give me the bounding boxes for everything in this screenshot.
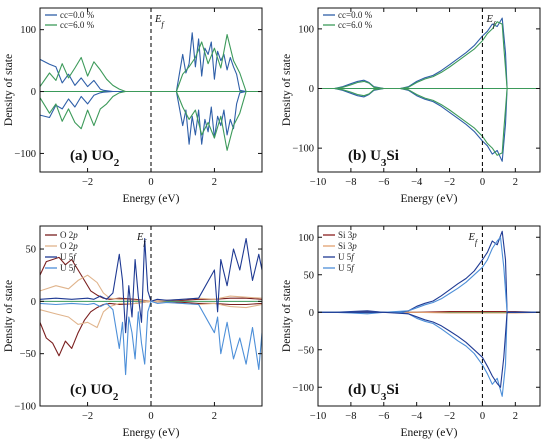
- series-line-5: [40, 300, 262, 376]
- x-axis-title: Energy (eV): [401, 427, 458, 439]
- legend-item: cc=6.0 %: [60, 20, 95, 30]
- panel-label: (b) U3Si: [348, 148, 399, 169]
- fermi-label: Ef: [485, 14, 496, 29]
- x-axis-title: Energy (eV): [123, 427, 180, 439]
- legend-item: O 2p: [60, 230, 78, 240]
- panel-label: (c) UO2: [70, 382, 119, 403]
- series-line-3: [318, 87, 540, 156]
- y-axis-title: Density of state: [281, 54, 293, 126]
- series-line-4: [40, 238, 262, 334]
- x-tick-label: 0: [480, 411, 485, 422]
- x-tick-label: 0: [148, 411, 153, 422]
- y-tick-label: 0: [31, 297, 36, 308]
- panel-b: Ef −10 −8 −6 −4 −2 0 2 −100 0 100 Energy (eV) Densit…: [281, 7, 541, 205]
- y-tick-label: −50: [298, 345, 314, 356]
- legend-item: Si 3p: [338, 230, 357, 240]
- legend-item: cc=0.0 %: [338, 10, 373, 20]
- x-tick-label: −4: [411, 411, 423, 422]
- x-tick-label: −2: [444, 411, 455, 422]
- x-tick-label: −8: [345, 177, 356, 188]
- x-tick-label: −10: [310, 177, 326, 188]
- x-tick-label: −6: [378, 177, 389, 188]
- y-tick-label: 50: [304, 270, 315, 281]
- fermi-label: Ef: [136, 232, 147, 247]
- plot-frame: [317, 225, 541, 407]
- series-group: [40, 238, 262, 376]
- y-axis-title: Density of state: [281, 280, 293, 352]
- y-tick-label: 0: [309, 308, 314, 319]
- y-axis-title: Density of state: [3, 280, 15, 352]
- x-tick-label: −8: [345, 411, 356, 422]
- legend: cc=0.0 %cc=6.0 %: [45, 10, 95, 30]
- x-tick-label: 2: [513, 411, 518, 422]
- legend-item: U 5f: [338, 252, 355, 262]
- series-line-1: [318, 87, 540, 162]
- y-tick-label: 0: [31, 87, 36, 98]
- y-tick-label: 100: [20, 25, 36, 36]
- series-group: [318, 230, 540, 397]
- x-tick-label: −2: [82, 411, 93, 422]
- x-tick-label: −2: [82, 177, 93, 188]
- x-tick-label: 2: [513, 177, 518, 188]
- y-tick-label: −100: [292, 144, 314, 155]
- legend: O 2pO 2pU 5fU 5f: [45, 230, 78, 273]
- x-tick-label: 0: [480, 177, 485, 188]
- series-group: [40, 32, 262, 151]
- series-line-3: [40, 90, 262, 151]
- legend: cc=0.0 %cc=6.0 %: [323, 10, 373, 30]
- y-tick-label: −100: [14, 402, 36, 413]
- legend-item: cc=6.0 %: [338, 20, 373, 30]
- panel-label: (d) U3Si: [348, 382, 399, 403]
- x-axis-title: Energy (eV): [123, 193, 180, 205]
- x-tick-label: −6: [378, 411, 389, 422]
- legend-item: Si 3p: [338, 241, 357, 251]
- x-tick-label: −2: [444, 177, 455, 188]
- panel-label: (a) UO2: [70, 148, 120, 169]
- y-tick-label: 50: [26, 245, 37, 256]
- legend-item: U 5f: [60, 263, 77, 273]
- panel-c: Ef −2 0 2 −100 −50 0 50 Energy (eV) Density of st…: [3, 225, 263, 439]
- series-line-5: [318, 311, 540, 388]
- x-tick-label: 2: [212, 411, 217, 422]
- y-axis-title: Density of state: [3, 54, 15, 126]
- x-tick-label: −4: [411, 177, 423, 188]
- panel-a: Ef −2 0 2 −100 0 100 Energy (eV) Density of stat…: [3, 7, 263, 205]
- panel-d: Ef −10 −8 −6 −4 −2 0 2 −100 −50 0 50 100 Energy (eV) D…: [281, 225, 541, 439]
- series-group: [318, 17, 540, 162]
- series-line-1: [40, 90, 262, 145]
- legend-item: O 2p: [60, 241, 78, 251]
- legend-item: U 5f: [338, 263, 355, 273]
- y-tick-label: 0: [309, 84, 314, 95]
- y-tick-label: 100: [298, 233, 314, 244]
- legend-item: U 5f: [60, 252, 77, 262]
- x-tick-label: 0: [148, 177, 153, 188]
- fermi-label: Ef: [154, 14, 165, 29]
- y-tick-label: −100: [292, 383, 314, 394]
- fermi-label: Ef: [467, 232, 478, 247]
- x-tick-label: −10: [310, 411, 326, 422]
- y-tick-label: −50: [20, 349, 36, 360]
- series-line-0: [318, 17, 540, 90]
- plot-frame: [317, 7, 541, 173]
- y-tick-label: −100: [14, 149, 36, 160]
- series-line-4: [318, 236, 540, 313]
- x-tick-label: 2: [212, 177, 217, 188]
- legend-item: cc=0.0 %: [60, 10, 95, 20]
- x-axis-title: Energy (eV): [401, 193, 458, 205]
- series-line-2: [318, 21, 540, 90]
- y-tick-label: 100: [298, 24, 314, 35]
